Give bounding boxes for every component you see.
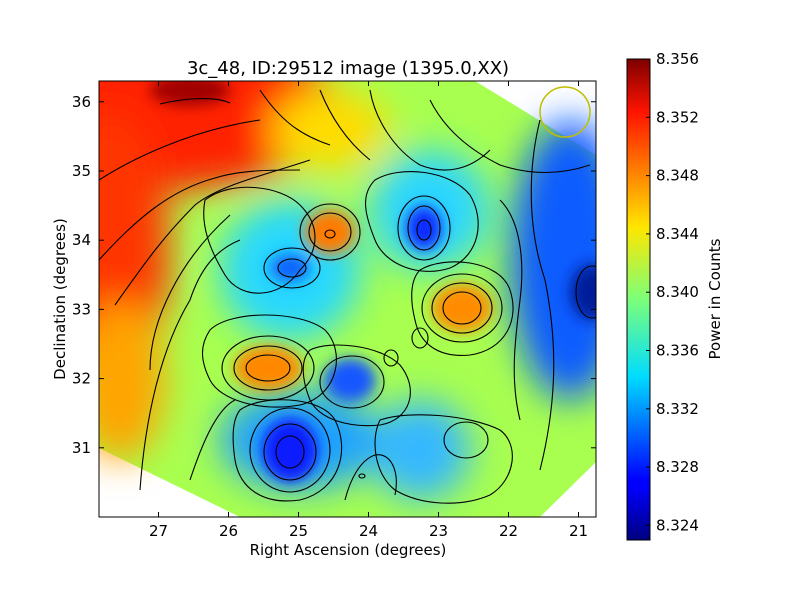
colorbar-tick-label: 8.324: [656, 516, 699, 534]
contour-ring: [411, 327, 429, 349]
y-axis-title: Declination (degrees): [51, 218, 69, 380]
contour-line: [232, 399, 343, 502]
contour-line: [411, 261, 514, 356]
contour-ring: [383, 349, 399, 367]
contour-lines: [99, 89, 596, 504]
plot-title: 3c_48, ID:29512 image (1395.0,XX): [187, 58, 509, 79]
x-axis-ticks: 27 26 25 24 23 22 21: [149, 81, 588, 540]
colorbar-tick-label: 8.328: [656, 458, 699, 476]
x-tick-label: 27: [149, 522, 168, 540]
plot-frame: [98, 80, 597, 518]
contour-line: [201, 314, 337, 408]
peak-orange-right: [432, 284, 492, 332]
x-axis-title: Right Ascension (degrees): [250, 541, 447, 559]
contour-line: [374, 414, 513, 504]
x-tick-label: 25: [289, 522, 308, 540]
contour-line: [114, 159, 311, 306]
contour-ring: [416, 219, 432, 241]
y-tick-label: 33: [72, 300, 91, 318]
field-blue-w: [510, 120, 596, 400]
beam-marker: [539, 86, 591, 138]
x-tick-label: 21: [569, 522, 588, 540]
contour-ring: [277, 258, 307, 278]
contour-line: [344, 454, 397, 501]
y-tick-label: 36: [72, 93, 91, 111]
contour-ring: [233, 345, 303, 391]
colorbar-tick-label: 8.356: [656, 50, 699, 68]
contour-ring: [263, 423, 317, 481]
x-tick-label: 26: [219, 522, 238, 540]
x-tick-label: 23: [429, 522, 448, 540]
field-cyan-sc: [370, 400, 470, 500]
heatmap-area: [99, 81, 596, 517]
colorbar-tick-label: 8.336: [656, 342, 699, 360]
trough-blue-lower: [262, 418, 318, 482]
peak-orange-left: [234, 346, 302, 390]
colorbar-tick-label: 8.340: [656, 283, 699, 301]
trough-blue-mid: [324, 358, 376, 402]
contour-ring: [275, 435, 305, 469]
colorbar: [626, 58, 651, 541]
contour-line: [99, 169, 301, 261]
field-yellow-top: [270, 90, 390, 170]
contour-ring: [443, 421, 489, 459]
contour-line: [429, 99, 591, 174]
contour-line: [159, 98, 231, 105]
trough-blue-upper: [406, 206, 442, 250]
contour-ring: [442, 291, 482, 325]
contour-line: [203, 186, 316, 294]
contour-line: [364, 171, 479, 272]
contour-ring: [358, 473, 366, 479]
contour-ring: [397, 195, 451, 261]
contour-line: [99, 119, 261, 181]
contour-ring: [324, 229, 336, 239]
x-tick-label: 24: [359, 522, 378, 540]
colorbar-title: Power in Counts: [706, 238, 724, 359]
trough-dark-w: [570, 264, 596, 320]
contour-line: [319, 89, 371, 161]
colorbar-tick-label: 8.352: [656, 108, 699, 126]
contour-line: [530, 119, 555, 471]
colorbar-tick-label: 8.344: [656, 225, 699, 243]
peak-orange-upper: [305, 210, 355, 254]
contour-line: [302, 344, 411, 427]
contour-ring: [308, 212, 352, 252]
contour-line: [499, 199, 523, 421]
x-tick-label: 22: [499, 522, 518, 540]
y-axis-ticks: 31 32 33 34 35 36: [72, 93, 596, 457]
trough-blue-left: [270, 254, 310, 282]
contour-ring: [421, 273, 503, 343]
y-tick-label: 35: [72, 162, 91, 180]
y-tick-label: 32: [72, 370, 91, 388]
colorbar-ticks: 8.356 8.352 8.348 8.344 8.340 8.336 8.332 8.328…: [646, 50, 699, 534]
contour-ring: [263, 247, 321, 289]
contour-ring: [245, 354, 291, 382]
colorbar-tick-label: 8.348: [656, 167, 699, 185]
contour-ring: [407, 205, 441, 251]
contour-line: [189, 399, 236, 481]
contour-line: [149, 214, 231, 371]
contour-line: [369, 89, 491, 171]
colorbar-tick-label: 8.332: [656, 400, 699, 418]
contour-ring: [575, 265, 596, 319]
contour-ring: [221, 335, 315, 401]
y-tick-label: 31: [72, 439, 91, 457]
y-tick-label: 34: [72, 231, 91, 249]
contour-ring: [249, 407, 331, 493]
contour-line: [259, 89, 331, 146]
contour-ring: [319, 355, 385, 409]
peak-dark-red-ne: [150, 81, 230, 106]
contour-ring: [431, 282, 493, 334]
contour-ring: [299, 203, 361, 261]
contour-line: [139, 239, 241, 491]
